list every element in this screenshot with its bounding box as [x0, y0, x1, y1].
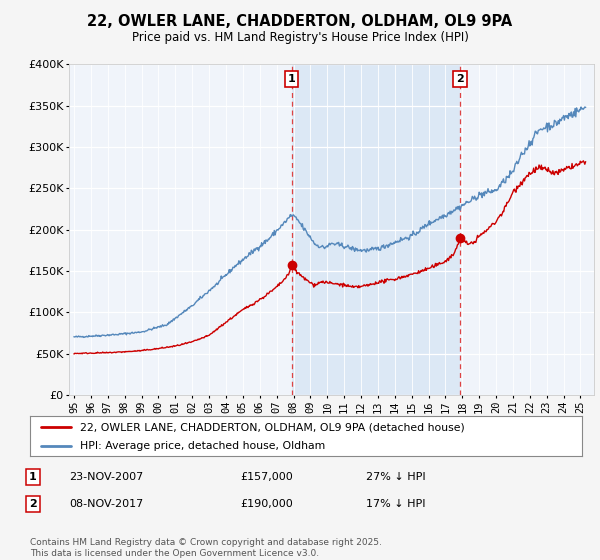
- Text: 22, OWLER LANE, CHADDERTON, OLDHAM, OL9 9PA: 22, OWLER LANE, CHADDERTON, OLDHAM, OL9 …: [88, 14, 512, 29]
- Text: 23-NOV-2007: 23-NOV-2007: [69, 472, 143, 482]
- Text: Price paid vs. HM Land Registry's House Price Index (HPI): Price paid vs. HM Land Registry's House …: [131, 31, 469, 44]
- Text: 1: 1: [29, 472, 37, 482]
- Text: 08-NOV-2017: 08-NOV-2017: [69, 499, 143, 509]
- Bar: [292, 64, 460, 395]
- Text: 17% ↓ HPI: 17% ↓ HPI: [366, 499, 425, 509]
- Text: 1: 1: [288, 74, 296, 84]
- Text: 22, OWLER LANE, CHADDERTON, OLDHAM, OL9 9PA (detached house): 22, OWLER LANE, CHADDERTON, OLDHAM, OL9 …: [80, 422, 464, 432]
- Text: 2: 2: [29, 499, 37, 509]
- Text: £190,000: £190,000: [240, 499, 293, 509]
- Text: 27% ↓ HPI: 27% ↓ HPI: [366, 472, 425, 482]
- Text: £157,000: £157,000: [240, 472, 293, 482]
- Text: Contains HM Land Registry data © Crown copyright and database right 2025.
This d: Contains HM Land Registry data © Crown c…: [30, 538, 382, 558]
- Text: HPI: Average price, detached house, Oldham: HPI: Average price, detached house, Oldh…: [80, 441, 325, 451]
- Text: 2: 2: [456, 74, 464, 84]
